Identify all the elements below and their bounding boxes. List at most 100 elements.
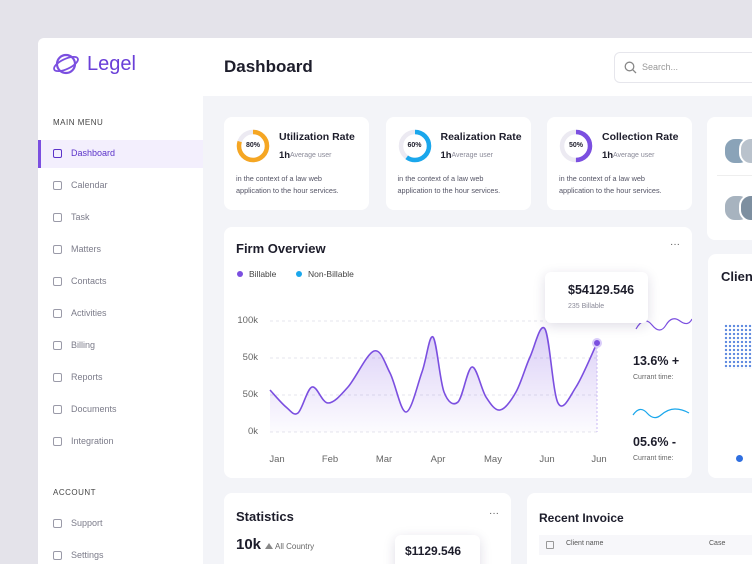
- donut-arc: [559, 129, 593, 163]
- menu-icon: [53, 437, 62, 446]
- x-tick-label: Jun: [591, 454, 607, 465]
- hours-note: Average user: [290, 152, 332, 159]
- menu-label: Settings: [71, 550, 104, 560]
- menu-item[interactable]: Billing: [38, 332, 203, 360]
- menu-icon: [53, 213, 62, 222]
- menu-item[interactable]: Contacts: [38, 268, 203, 296]
- legend-dot: [296, 271, 302, 277]
- y-tick-label: 100k: [237, 315, 258, 326]
- area: [270, 327, 597, 432]
- legend-label: Non-Billable: [308, 269, 354, 279]
- menu-label: Calendar: [71, 180, 108, 190]
- recent-invoice-card: Recent Invoice Client name Case: [527, 493, 752, 564]
- tooltip: $1129.546: [395, 535, 480, 564]
- menu-icon: [53, 551, 62, 560]
- account-menu: Support Settings: [38, 510, 203, 564]
- page-title: Dashboard: [224, 57, 313, 76]
- sparkline: [635, 318, 692, 331]
- menu-item[interactable]: Settings: [38, 542, 203, 564]
- content-area: 80% Utilization Rate 1h Average user in the …: [203, 96, 752, 564]
- card-title: Client: [721, 269, 752, 284]
- donut: [398, 129, 431, 163]
- description: in the context of a law web application …: [236, 174, 339, 195]
- overview-chart: [269, 318, 692, 433]
- menu-label: Support: [71, 518, 103, 528]
- more-button[interactable]: ···: [489, 508, 499, 519]
- statistics-card: Statistics ··· 10k All Country $1129.546: [224, 493, 511, 564]
- donut: [559, 129, 593, 163]
- rate-card: 80% Utilization Rate 1h Average user in the …: [224, 117, 369, 210]
- hours: 1h: [602, 150, 614, 161]
- app-window: Legel MAIN MENU Dashboard Calendar Task Mat…: [38, 38, 752, 564]
- rate-title: Utilization Rate: [279, 131, 355, 143]
- menu-label: Reports: [71, 372, 103, 382]
- more-button[interactable]: ···: [670, 239, 680, 250]
- menu-icon: [53, 341, 62, 350]
- menu-icon: [53, 181, 62, 190]
- description: in the context of a law web application …: [559, 174, 662, 195]
- x-tick-label: Mar: [375, 454, 393, 465]
- donut-label: 50%: [568, 142, 583, 149]
- metric-note: Currant time:: [633, 455, 674, 462]
- menu-item[interactable]: Calendar: [38, 172, 203, 200]
- main-menu: Dashboard Calendar Task Matters Contacts Acti…: [38, 140, 203, 470]
- menu-item[interactable]: Task: [38, 204, 203, 232]
- stat-value: 10k: [236, 536, 262, 553]
- rate-card: 60% Realization Rate 1h Average user in the …: [385, 117, 531, 210]
- metric-value: 13.6% +: [633, 354, 680, 368]
- menu-label: Integration: [71, 436, 114, 446]
- x-tick-label: Jun: [539, 454, 555, 465]
- team-card: [707, 117, 752, 240]
- client-card: Client: [708, 254, 752, 478]
- search-box[interactable]: Search...: [614, 52, 752, 83]
- donut-arc: [236, 129, 270, 163]
- rate-card: 50% Collection Rate 1h Average user in the c…: [547, 117, 692, 210]
- legend-dot: [736, 455, 743, 462]
- hours: 1h: [279, 150, 291, 161]
- search-placeholder: Search...: [642, 62, 679, 72]
- menu-item[interactable]: Integration: [38, 428, 203, 456]
- tooltip-amount: $54129.546: [568, 283, 635, 297]
- account-heading: ACCOUNT: [53, 488, 97, 497]
- menu-item[interactable]: Dashboard: [38, 140, 203, 168]
- metric-value: 05.6% -: [633, 435, 677, 449]
- x-tick-label: Jan: [269, 454, 285, 465]
- y-tick-label: 0k: [247, 426, 258, 437]
- rate-title: Collection Rate: [602, 131, 679, 143]
- menu-item[interactable]: Activities: [38, 300, 203, 328]
- tooltip: $54129.546 235 Billable: [545, 272, 648, 323]
- menu-item[interactable]: Documents: [38, 396, 203, 424]
- legend-label: Billable: [249, 269, 277, 279]
- checkbox[interactable]: [546, 541, 554, 549]
- y-tick-label: 50k: [242, 352, 258, 363]
- x-tick-label: Feb: [321, 454, 339, 465]
- table-header: Client name Case: [539, 535, 752, 555]
- hours-note: Average user: [451, 152, 494, 159]
- donut-arc: [398, 129, 431, 163]
- card-title: Recent Invoice: [539, 511, 624, 525]
- map: [724, 324, 752, 369]
- search-icon: [624, 61, 637, 74]
- card-title: Statistics: [236, 509, 294, 524]
- column-header: Client name: [566, 540, 604, 547]
- x-tick-label: May: [484, 454, 502, 465]
- menu-item[interactable]: Matters: [38, 236, 203, 264]
- logo-icon: [53, 53, 79, 75]
- legend-dot: [237, 271, 243, 277]
- line: [269, 326, 598, 415]
- donut: [236, 129, 270, 163]
- column-header: Case: [709, 540, 726, 547]
- up-icon: [265, 543, 273, 549]
- menu-heading: MAIN MENU: [53, 118, 104, 127]
- metric-note: Currant time:: [633, 374, 674, 381]
- avatar: [739, 137, 752, 165]
- card-title: Firm Overview: [236, 241, 326, 256]
- menu-item[interactable]: Support: [38, 510, 203, 538]
- donut-label: 60%: [407, 142, 422, 149]
- menu-item[interactable]: Reports: [38, 364, 203, 392]
- menu-label: Dashboard: [71, 148, 116, 158]
- menu-icon: [53, 149, 62, 158]
- x-tick-label: Apr: [430, 454, 446, 465]
- sparkline: [632, 408, 690, 419]
- menu-label: Matters: [71, 244, 102, 254]
